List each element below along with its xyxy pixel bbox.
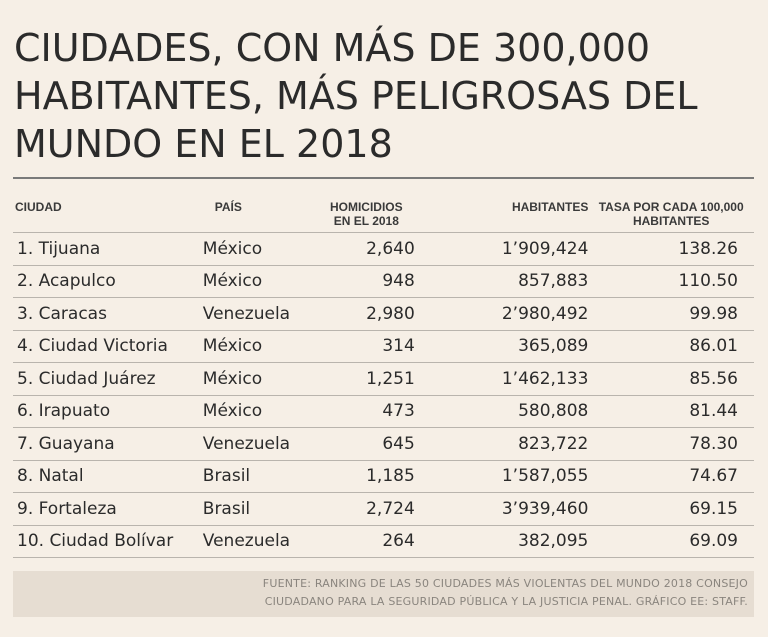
column-header-homicides-line1: HOMICIDIOS — [329, 200, 403, 214]
cell-country: Venezuela — [202, 525, 318, 558]
cell-rate: 74.67 — [588, 460, 754, 493]
column-header-country: PAÍS — [202, 192, 318, 233]
cell-rate: 69.15 — [588, 492, 754, 526]
cell-city: 6. Irapuato — [13, 395, 203, 428]
column-header-rate-line1: TASA POR CADA 100,000 — [598, 200, 744, 214]
cell-country: México — [202, 395, 318, 428]
cell-population: 2’980,492 — [414, 297, 589, 331]
cell-homicides: 314 — [317, 330, 415, 363]
column-header-population: HABITANTES — [414, 192, 589, 233]
table-row: 1. Tijuana México 2,640 1’909,424 138.26 — [13, 232, 754, 266]
source-line-2: CIUDADANO PARA LA SEGURIDAD PÚBLICA Y LA… — [264, 595, 748, 608]
page-title: CIUDADES, CON MÁS DE 300,000 HABITANTES,… — [14, 24, 754, 168]
cell-homicides: 473 — [317, 395, 415, 428]
cell-city: 1. Tijuana — [13, 232, 203, 266]
cell-city: 9. Fortaleza — [13, 492, 203, 526]
cell-country: Brasil — [202, 492, 318, 526]
source-line-1: FUENTE: RANKING DE LAS 50 CIUDADES MÁS V… — [262, 577, 748, 590]
cell-country: México — [202, 265, 318, 298]
column-header-homicides: HOMICIDIOS EN EL 2018 — [317, 192, 415, 233]
table-row: 8. Natal Brasil 1,185 1’587,055 74.67 — [13, 460, 754, 493]
cell-homicides: 1,251 — [317, 362, 415, 396]
cell-rate: 78.30 — [588, 427, 754, 461]
cell-country: Venezuela — [202, 427, 318, 461]
cell-population: 1’909,424 — [414, 232, 589, 266]
title-line-3: MUNDO EN EL 2018 — [14, 122, 393, 166]
table-row: 10. Ciudad Bolívar Venezuela 264 382,095 69.… — [13, 525, 754, 558]
cell-rate: 138.26 — [588, 232, 754, 266]
cell-population: 3’939,460 — [414, 492, 589, 526]
header-divider — [13, 177, 754, 179]
cell-city: 3. Caracas — [13, 297, 203, 331]
cell-homicides: 2,640 — [317, 232, 415, 266]
table-row: 5. Ciudad Juárez México 1,251 1’462,133 85.5… — [13, 362, 754, 396]
title-line-1: CIUDADES, CON MÁS DE 300,000 — [14, 26, 651, 70]
cell-population: 857,883 — [414, 265, 589, 298]
cell-homicides: 948 — [317, 265, 415, 298]
cell-rate: 99.98 — [588, 297, 754, 331]
column-header-city: CIUDAD — [13, 192, 203, 233]
cell-rate: 81.44 — [588, 395, 754, 428]
cell-homicides: 1,185 — [317, 460, 415, 493]
table-body: 1. Tijuana México 2,640 1’909,424 138.26 2. A… — [13, 232, 754, 558]
cell-population: 382,095 — [414, 525, 589, 558]
table-row: 4. Ciudad Victoria México 314 365,089 86.01 — [13, 330, 754, 363]
source-note: FUENTE: RANKING DE LAS 50 CIUDADES MÁS V… — [13, 571, 754, 617]
cell-rate: 86.01 — [588, 330, 754, 363]
cell-population: 1’462,133 — [414, 362, 589, 396]
column-header-rate: TASA POR CADA 100,000 HABITANTES — [588, 192, 754, 233]
cell-population: 365,089 — [414, 330, 589, 363]
cell-country: Brasil — [202, 460, 318, 493]
ranking-table: CIUDAD PAÍS HOMICIDIOS EN EL 2018 HABITA… — [13, 192, 754, 558]
cell-city: 5. Ciudad Juárez — [13, 362, 203, 396]
cell-rate: 85.56 — [588, 362, 754, 396]
cell-city: 7. Guayana — [13, 427, 203, 461]
table-row: 2. Acapulco México 948 857,883 110.50 — [13, 265, 754, 298]
cell-homicides: 2,724 — [317, 492, 415, 526]
cell-city: 8. Natal — [13, 460, 203, 493]
cell-homicides: 645 — [317, 427, 415, 461]
cell-city: 2. Acapulco — [13, 265, 203, 298]
cell-population: 823,722 — [414, 427, 589, 461]
column-header-rate-line2: HABITANTES — [632, 214, 710, 228]
cell-rate: 110.50 — [588, 265, 754, 298]
cell-country: México — [202, 232, 318, 266]
cell-country: México — [202, 330, 318, 363]
table-row: 9. Fortaleza Brasil 2,724 3’939,460 69.15 — [13, 492, 754, 526]
cell-homicides: 264 — [317, 525, 415, 558]
cell-city: 4. Ciudad Victoria — [13, 330, 203, 363]
table-row: 3. Caracas Venezuela 2,980 2’980,492 99.98 — [13, 297, 754, 331]
table-header-row: CIUDAD PAÍS HOMICIDIOS EN EL 2018 HABITA… — [13, 192, 754, 233]
cell-population: 580,808 — [414, 395, 589, 428]
table-row: 6. Irapuato México 473 580,808 81.44 — [13, 395, 754, 428]
column-header-homicides-line2: EN EL 2018 — [333, 214, 399, 228]
cell-country: Venezuela — [202, 297, 318, 331]
table-row: 7. Guayana Venezuela 645 823,722 78.30 — [13, 427, 754, 461]
cell-population: 1’587,055 — [414, 460, 589, 493]
cell-city: 10. Ciudad Bolívar — [13, 525, 203, 558]
cell-country: México — [202, 362, 318, 396]
cell-rate: 69.09 — [588, 525, 754, 558]
title-line-2: HABITANTES, MÁS PELIGROSAS DEL — [14, 74, 698, 118]
cell-homicides: 2,980 — [317, 297, 415, 331]
